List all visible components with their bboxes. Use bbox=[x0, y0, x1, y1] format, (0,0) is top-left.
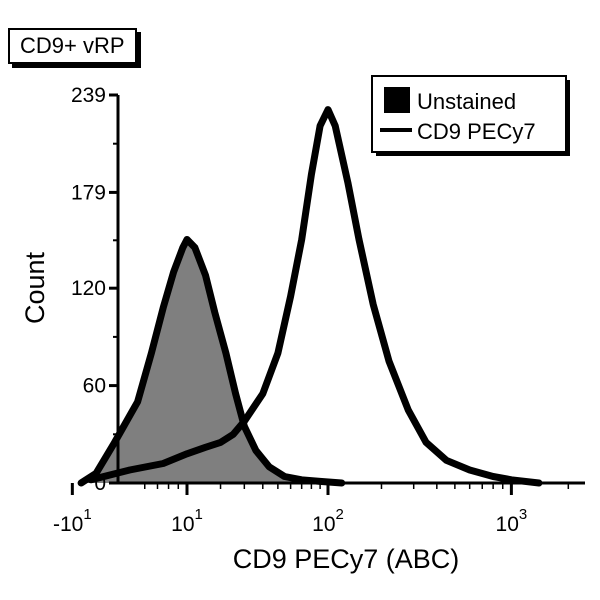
legend-label-unstained: Unstained bbox=[417, 89, 516, 114]
legend-label-cd9: CD9 PECy7 bbox=[417, 119, 536, 144]
x-tick-label: -101 bbox=[53, 506, 92, 536]
x-tick-label: 101 bbox=[171, 506, 203, 536]
panel-title: CD9+ vRP bbox=[8, 28, 137, 64]
axes bbox=[70, 93, 585, 495]
series-line-0 bbox=[77, 236, 346, 487]
plot-area bbox=[77, 106, 543, 487]
y-tick-label: 120 bbox=[71, 277, 106, 300]
legend: Unstained CD9 PECy7 bbox=[371, 75, 570, 156]
x-tick-label: 103 bbox=[496, 506, 528, 536]
y-tick-label: 60 bbox=[83, 375, 106, 398]
x-axis-title: CD9 PECy7 (ABC) bbox=[233, 544, 460, 574]
y-axis-title: Count bbox=[20, 251, 50, 324]
legend-swatch-unstained bbox=[384, 87, 410, 113]
y-tick-label: 179 bbox=[71, 181, 106, 204]
x-tick-label: 102 bbox=[312, 506, 344, 536]
y-tick-label: 0 bbox=[94, 472, 106, 495]
series-fill-0 bbox=[81, 239, 342, 483]
series-line-1 bbox=[87, 106, 543, 487]
y-tick-label: 239 bbox=[71, 84, 106, 107]
